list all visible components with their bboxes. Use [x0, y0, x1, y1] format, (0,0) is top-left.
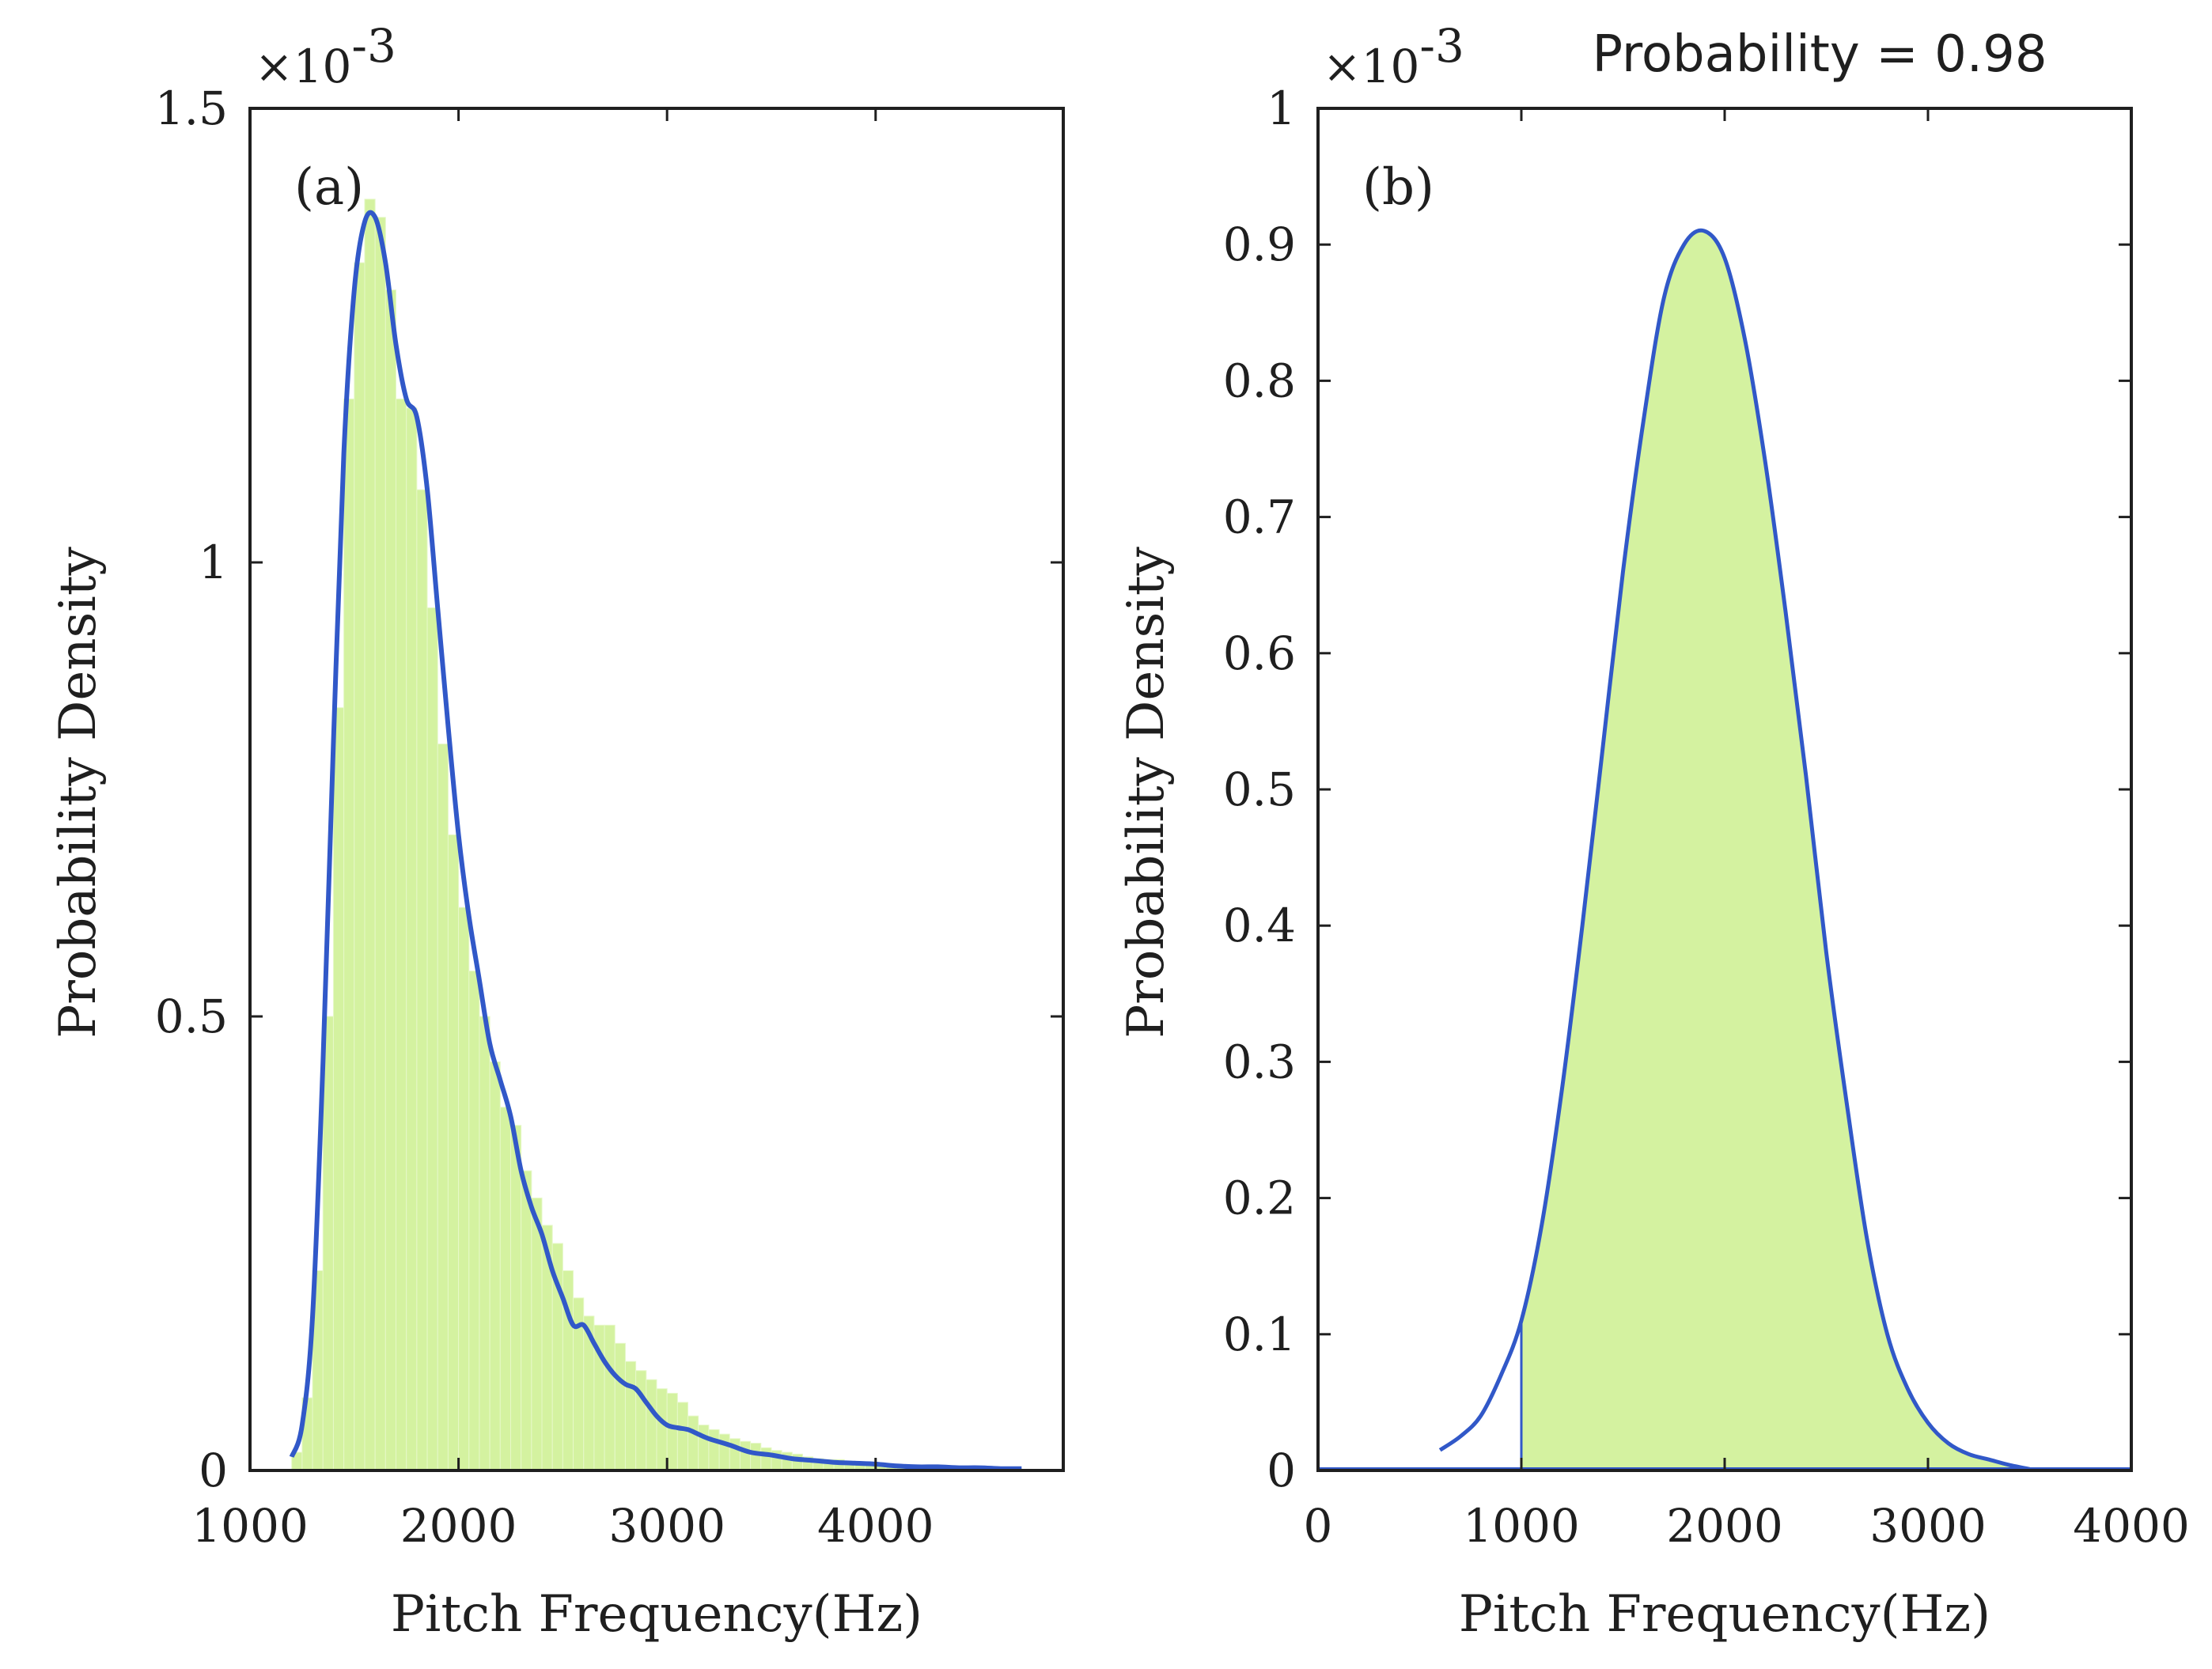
panel-b-y-tick-label: 0.2 — [1223, 1171, 1296, 1225]
panel-b-y-tick-label: 0.4 — [1223, 899, 1296, 952]
panel-a-x-tick-label: 4000 — [817, 1499, 934, 1553]
panel-a-y-ticks: 0 0.5 1 1.5 — [155, 81, 1063, 1497]
panel-b-x-tick-label: 1000 — [1463, 1499, 1580, 1553]
histogram-bar — [396, 398, 407, 1471]
panel-b-y-ticks: 0 0.1 0.2 0.3 0.4 0.5 0.6 0.7 0.8 0.9 1 — [1223, 81, 2131, 1497]
histogram-bar — [624, 1361, 637, 1471]
panel-b-exponent: ×10-3 — [1323, 19, 1464, 93]
histogram-bar — [406, 407, 418, 1471]
histogram-bar — [499, 1107, 511, 1471]
panel-a-x-ticks: 1000 2000 3000 4000 — [191, 108, 934, 1553]
histogram-bar — [646, 1379, 657, 1471]
panel-b-y-tick-label: 0 — [1267, 1444, 1296, 1497]
histogram-bar — [760, 1447, 772, 1471]
panel-b-chart: 0 1000 2000 3000 4000 0 0.1 0.2 0.3 0.4 0.5 0.6 0.7… — [1117, 19, 2190, 1644]
panel-a-y-tick-label: 0.5 — [155, 990, 228, 1043]
panel-b-y-tick-label: 0.1 — [1223, 1308, 1296, 1361]
histogram-bar — [521, 1170, 532, 1471]
panel-b-label: (b) — [1362, 158, 1434, 217]
panel-b-x-tick-label: 4000 — [2073, 1499, 2190, 1553]
panel-a-x-tick-label: 2000 — [400, 1499, 517, 1553]
histogram-bar — [343, 398, 355, 1471]
panel-b-y-tick-label: 0.7 — [1223, 490, 1296, 544]
panel-b-density-curve — [1438, 228, 2031, 1471]
panel-a-label: (a) — [294, 158, 364, 217]
histogram-bar — [489, 1061, 501, 1471]
panel-b-title: Probability = 0.98 — [1592, 25, 2047, 84]
histogram-bar — [614, 1342, 626, 1471]
panel-b-shaded-area — [1521, 230, 2030, 1471]
panel-a-x-tick-label: 1000 — [191, 1499, 309, 1553]
panel-a-exponent: ×10-3 — [255, 19, 396, 93]
panel-b-y-tick-label: 0.8 — [1223, 354, 1296, 407]
histogram-bar — [426, 607, 438, 1471]
panel-a-y-tick-label: 1 — [199, 536, 228, 589]
panel-b-x-tick-label: 0 — [1304, 1499, 1333, 1553]
histogram-bar — [718, 1433, 730, 1471]
panel-b-x-axis-label: Pitch Frequency(Hz) — [1459, 1585, 1990, 1644]
histogram-bar — [509, 1125, 522, 1471]
histogram-bar — [676, 1402, 689, 1471]
histogram-bar — [416, 489, 428, 1471]
panel-a-y-tick-label: 0 — [199, 1444, 228, 1497]
histogram-bar — [666, 1392, 678, 1471]
panel-b-x-tick-label: 2000 — [1666, 1499, 1783, 1553]
panel-b-x-ticks: 0 1000 2000 3000 4000 — [1304, 108, 2190, 1553]
histogram-bar — [447, 834, 460, 1471]
panel-a-x-axis-label: Pitch Frequency(Hz) — [391, 1585, 922, 1644]
histogram-bar — [374, 217, 386, 1471]
panel-b-x-tick-label: 3000 — [1869, 1499, 1987, 1553]
histogram-bar — [364, 199, 376, 1471]
panel-b-y-tick-label: 0.3 — [1223, 1035, 1296, 1088]
histogram-bar — [739, 1440, 752, 1471]
panel-a-density-curve — [289, 210, 1022, 1471]
panel-a-chart: 1000 2000 3000 4000 0 0.5 1 1.5 (a) ×10-3 Pitc… — [49, 19, 1065, 1644]
histogram-bar — [354, 262, 366, 1471]
histogram-bar — [687, 1415, 699, 1471]
panel-b-y-tick-label: 1 — [1267, 81, 1296, 135]
panel-b-y-tick-label: 0.9 — [1223, 218, 1296, 271]
histogram-bar — [437, 744, 449, 1471]
panel-b-y-tick-label: 0.5 — [1223, 763, 1296, 816]
histogram-bar — [656, 1388, 668, 1471]
panel-a-histogram — [291, 199, 1022, 1471]
histogram-bar — [750, 1443, 762, 1471]
histogram-bar — [604, 1324, 615, 1471]
panel-a-y-tick-label: 1.5 — [155, 81, 228, 135]
histogram-bar — [635, 1370, 647, 1471]
histogram-bar — [531, 1198, 543, 1471]
panel-a-x-tick-label: 3000 — [608, 1499, 725, 1553]
histogram-bar — [384, 290, 397, 1471]
histogram-bar — [458, 906, 470, 1471]
panel-b-y-axis-label: Probability Density — [1117, 547, 1176, 1039]
histogram-bar — [468, 971, 480, 1471]
histogram-bar — [479, 1016, 491, 1471]
histogram-bar — [708, 1429, 720, 1471]
panel-b-y-tick-label: 0.6 — [1223, 626, 1296, 680]
panel-a-y-axis-label: Probability Density — [49, 547, 108, 1039]
panel-a-axes-frame — [248, 107, 1065, 1472]
histogram-bar — [332, 707, 345, 1471]
histogram-bar — [698, 1425, 710, 1471]
